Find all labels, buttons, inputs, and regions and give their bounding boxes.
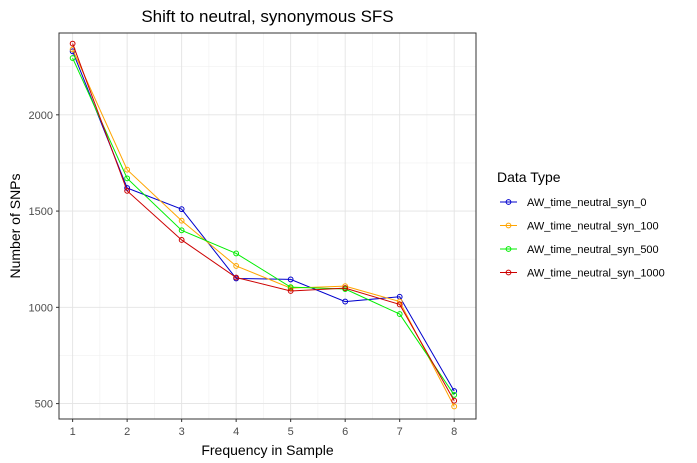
legend-item: AW_time_neutral_syn_0 xyxy=(500,197,646,209)
data-point xyxy=(287,276,294,283)
plot-border xyxy=(58,32,477,420)
data-point xyxy=(287,288,294,294)
data-point xyxy=(342,298,349,305)
y-tick-label: 1000 xyxy=(29,302,53,314)
legend-title: Data Type xyxy=(497,169,561,185)
legend-key-point xyxy=(505,199,512,205)
data-point xyxy=(451,397,458,404)
series-line xyxy=(72,43,455,401)
y-tick-label: 2000 xyxy=(29,110,53,122)
data-point xyxy=(69,40,76,47)
legend-label: AW_time_neutral_syn_500 xyxy=(527,244,659,256)
legend-items: AW_time_neutral_syn_0 AW_time_neutral_syn… xyxy=(500,197,665,280)
series-line xyxy=(72,57,455,396)
x-tick-label: 5 xyxy=(288,426,294,438)
x-tick-label: 8 xyxy=(451,426,457,438)
series-AW_time_neutral_syn_1000 xyxy=(69,40,458,404)
legend-key-point xyxy=(505,246,512,252)
y-tick-label: 500 xyxy=(35,399,53,411)
legend-label: AW_time_neutral_syn_1000 xyxy=(527,268,665,280)
data-point xyxy=(178,217,185,224)
data-point xyxy=(178,237,185,243)
data-point xyxy=(233,250,240,257)
data-point xyxy=(342,285,349,291)
data-point xyxy=(124,187,131,194)
series-AW_time_neutral_syn_500 xyxy=(69,55,458,398)
data-point xyxy=(451,403,458,410)
x-tick-label: 7 xyxy=(397,426,403,438)
data-point xyxy=(396,311,403,317)
legend-key-point xyxy=(505,269,512,276)
x-tick-label: 6 xyxy=(342,426,348,438)
grid xyxy=(59,33,476,419)
data-point xyxy=(69,55,76,61)
chart-title: Shift to neutral, synonymous SFS xyxy=(141,7,393,26)
data-point xyxy=(233,263,240,269)
legend-item: AW_time_neutral_syn_100 xyxy=(500,221,659,233)
data-point xyxy=(233,274,240,281)
legend-label: AW_time_neutral_syn_0 xyxy=(527,197,646,209)
data-point xyxy=(124,175,131,182)
legend-item: AW_time_neutral_syn_1000 xyxy=(500,268,665,280)
x-tick-label: 2 xyxy=(124,426,130,438)
axes: 500 1000 1500 2000 1 2 3 4 5 6 7 8 xyxy=(29,110,458,438)
legend-label: AW_time_neutral_syn_100 xyxy=(527,221,659,233)
x-tick-label: 4 xyxy=(233,426,239,438)
x-tick-label: 1 xyxy=(70,426,76,438)
legend: Data Type AW_time_neutral_syn_0AW_time_n… xyxy=(497,169,665,280)
data-point xyxy=(124,166,131,173)
plot-panel xyxy=(59,33,476,419)
y-axis-title: Number of SNPs xyxy=(7,173,23,278)
legend-key-point xyxy=(505,222,512,229)
x-tick-label: 3 xyxy=(179,426,185,438)
series-line xyxy=(72,49,455,407)
y-tick-label: 1500 xyxy=(29,206,53,218)
data-point xyxy=(396,301,403,308)
data-point xyxy=(178,206,185,213)
data-point xyxy=(178,227,185,234)
data-point xyxy=(287,284,294,291)
data-point xyxy=(451,392,458,398)
legend-item: AW_time_neutral_syn_500 xyxy=(500,244,659,256)
x-axis-title: Frequency in Sample xyxy=(201,442,334,458)
series-line xyxy=(72,51,455,392)
series-layer xyxy=(69,40,458,410)
